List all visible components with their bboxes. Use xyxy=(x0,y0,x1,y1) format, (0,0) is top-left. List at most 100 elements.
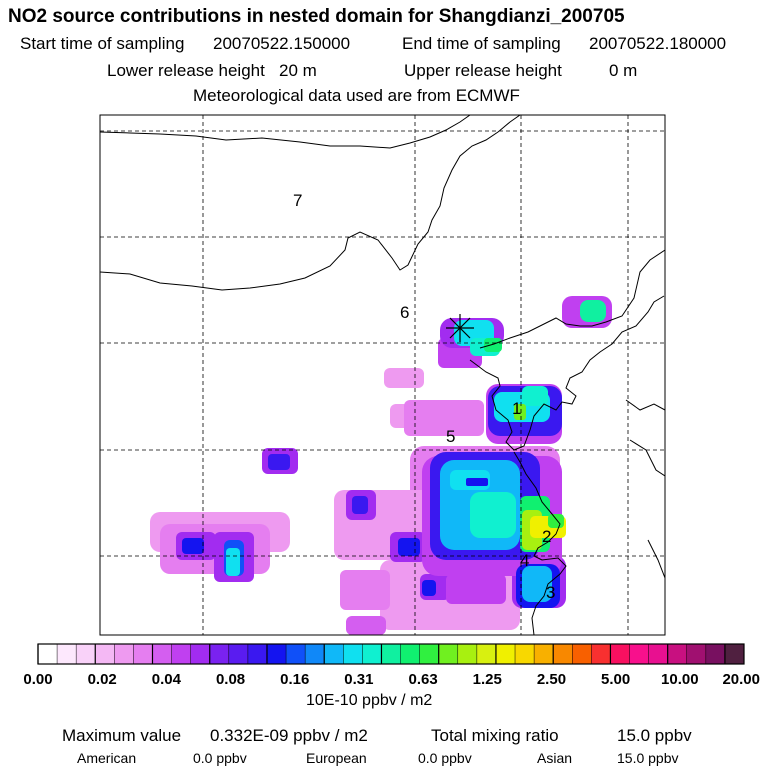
region-labels: 1 2 34 5 6 7 xyxy=(293,191,555,602)
map-frame xyxy=(99,114,666,636)
plume-cell xyxy=(580,300,606,322)
asian-label: Asian xyxy=(537,750,573,766)
asian-value: 15.0 ppbv xyxy=(617,750,679,766)
colorbar-tick-label: 0.02 xyxy=(88,671,117,688)
colorbar-swatch xyxy=(247,644,268,664)
colorbar-swatch xyxy=(305,644,325,664)
plume-cell xyxy=(398,538,420,556)
colorbar-swatch xyxy=(553,644,573,664)
upper-release-value: 0 m xyxy=(609,61,638,80)
plume-cell xyxy=(268,454,290,470)
plume-cell xyxy=(484,338,502,352)
colorbar-swatch xyxy=(438,644,459,664)
colorbar-swatch xyxy=(419,644,440,664)
colorbar-tick-label: 0.08 xyxy=(216,671,245,688)
colorbar-tick-label: 2.50 xyxy=(537,671,566,688)
colorbar-tick-labels: 0.00 0.02 0.04 0.08 0.16 0.31 0.63 1.25 2.50 5.00… xyxy=(23,671,760,688)
colorbar-swatch xyxy=(515,644,535,664)
end-time-label: End time of sampling xyxy=(402,34,561,53)
colorbar-swatch xyxy=(591,644,611,664)
coastline xyxy=(647,539,665,579)
colorbar-swatch xyxy=(381,644,401,664)
plume-cell xyxy=(352,496,368,514)
region-label: 6 xyxy=(400,303,409,322)
start-time-label: Start time of sampling xyxy=(20,34,185,53)
start-time-value: 20070522.150000 xyxy=(213,34,351,53)
max-value-label: Maximum value xyxy=(62,726,182,745)
coastline xyxy=(513,451,567,635)
upper-release-label: Upper release height xyxy=(404,61,562,80)
european-value: 0.0 ppbv xyxy=(418,750,472,766)
colorbar-swatch xyxy=(572,644,592,664)
colorbar-swatch xyxy=(38,644,58,664)
colorbar-swatch xyxy=(286,644,306,664)
colorbar-frame xyxy=(37,643,745,665)
region-label: 3 xyxy=(546,583,555,602)
colorbar-swatch xyxy=(667,644,688,664)
total-mixing-label: Total mixing ratio xyxy=(431,726,559,745)
american-label: American xyxy=(77,750,137,766)
plume-cell xyxy=(226,548,240,576)
colorbar-swatch xyxy=(343,644,363,664)
colorbar xyxy=(37,643,745,665)
region-label: 7 xyxy=(293,191,302,210)
lower-release-label: Lower release height xyxy=(107,61,265,80)
coastline xyxy=(629,439,665,477)
plume-cell xyxy=(514,404,526,420)
plume-cell xyxy=(384,368,424,388)
colorbar-swatch xyxy=(324,644,344,664)
plume-cell xyxy=(446,574,506,604)
coastline xyxy=(100,115,471,149)
colorbar-swatch xyxy=(76,644,96,664)
colorbar-swatch xyxy=(152,644,172,664)
plume-layer xyxy=(150,296,612,635)
lower-release-value: 20 m xyxy=(279,61,317,80)
region-label: 4 xyxy=(520,551,529,570)
colorbar-tick-label: 0.16 xyxy=(280,671,309,688)
colorbar-swatch xyxy=(495,644,516,664)
colorbar-tick-label: 1.25 xyxy=(473,671,502,688)
colorbar-swatch xyxy=(534,644,554,664)
european-label: European xyxy=(306,750,367,766)
end-time-value: 20070522.180000 xyxy=(589,34,727,53)
plume-cell xyxy=(466,478,488,486)
colorbar-swatch xyxy=(705,644,726,664)
colorbar-swatch xyxy=(457,644,478,664)
grid-lines xyxy=(100,115,665,635)
plume-cell xyxy=(346,616,386,635)
colorbar-swatch xyxy=(648,644,668,664)
colorbar-swatch xyxy=(362,644,382,664)
colorbar-swatch xyxy=(114,644,134,664)
colorbar-swatch xyxy=(266,644,287,664)
plume-cell xyxy=(340,570,390,610)
colorbar-swatch xyxy=(476,644,497,664)
colorbar-swatch xyxy=(95,644,115,664)
coastline-layer xyxy=(100,115,665,635)
colorbar-swatch xyxy=(629,644,649,664)
colorbar-tick-label: 5.00 xyxy=(601,671,630,688)
colorbar-tick-label: 20.00 xyxy=(722,671,760,688)
coastline xyxy=(479,249,665,349)
region-label: 1 xyxy=(512,399,521,418)
colorbar-swatch xyxy=(133,644,153,664)
colorbar-swatch xyxy=(686,644,707,664)
colorbar-unit-label: 10E-10 ppbv / m2 xyxy=(306,692,433,709)
colorbar-swatch xyxy=(400,644,420,664)
plume-cell xyxy=(522,386,548,406)
plume-cell xyxy=(422,580,436,596)
american-value: 0.0 ppbv xyxy=(193,750,247,766)
colorbar-swatch xyxy=(610,644,630,664)
chart-title: NO2 source contributions in nested domai… xyxy=(8,6,625,27)
plume-cell xyxy=(404,400,484,436)
plume-cell xyxy=(182,538,204,554)
colorbar-tick-label: 0.31 xyxy=(344,671,373,688)
receptor-marker xyxy=(446,314,474,342)
colorbar-swatch xyxy=(724,644,745,664)
meteorology-note: Meteorological data used are from ECMWF xyxy=(193,86,520,105)
region-label: 2 xyxy=(542,527,551,546)
plume-cell xyxy=(470,492,516,538)
colorbar-tick-label: 0.00 xyxy=(23,671,52,688)
coastline xyxy=(469,295,665,451)
plume-cell xyxy=(548,514,564,528)
